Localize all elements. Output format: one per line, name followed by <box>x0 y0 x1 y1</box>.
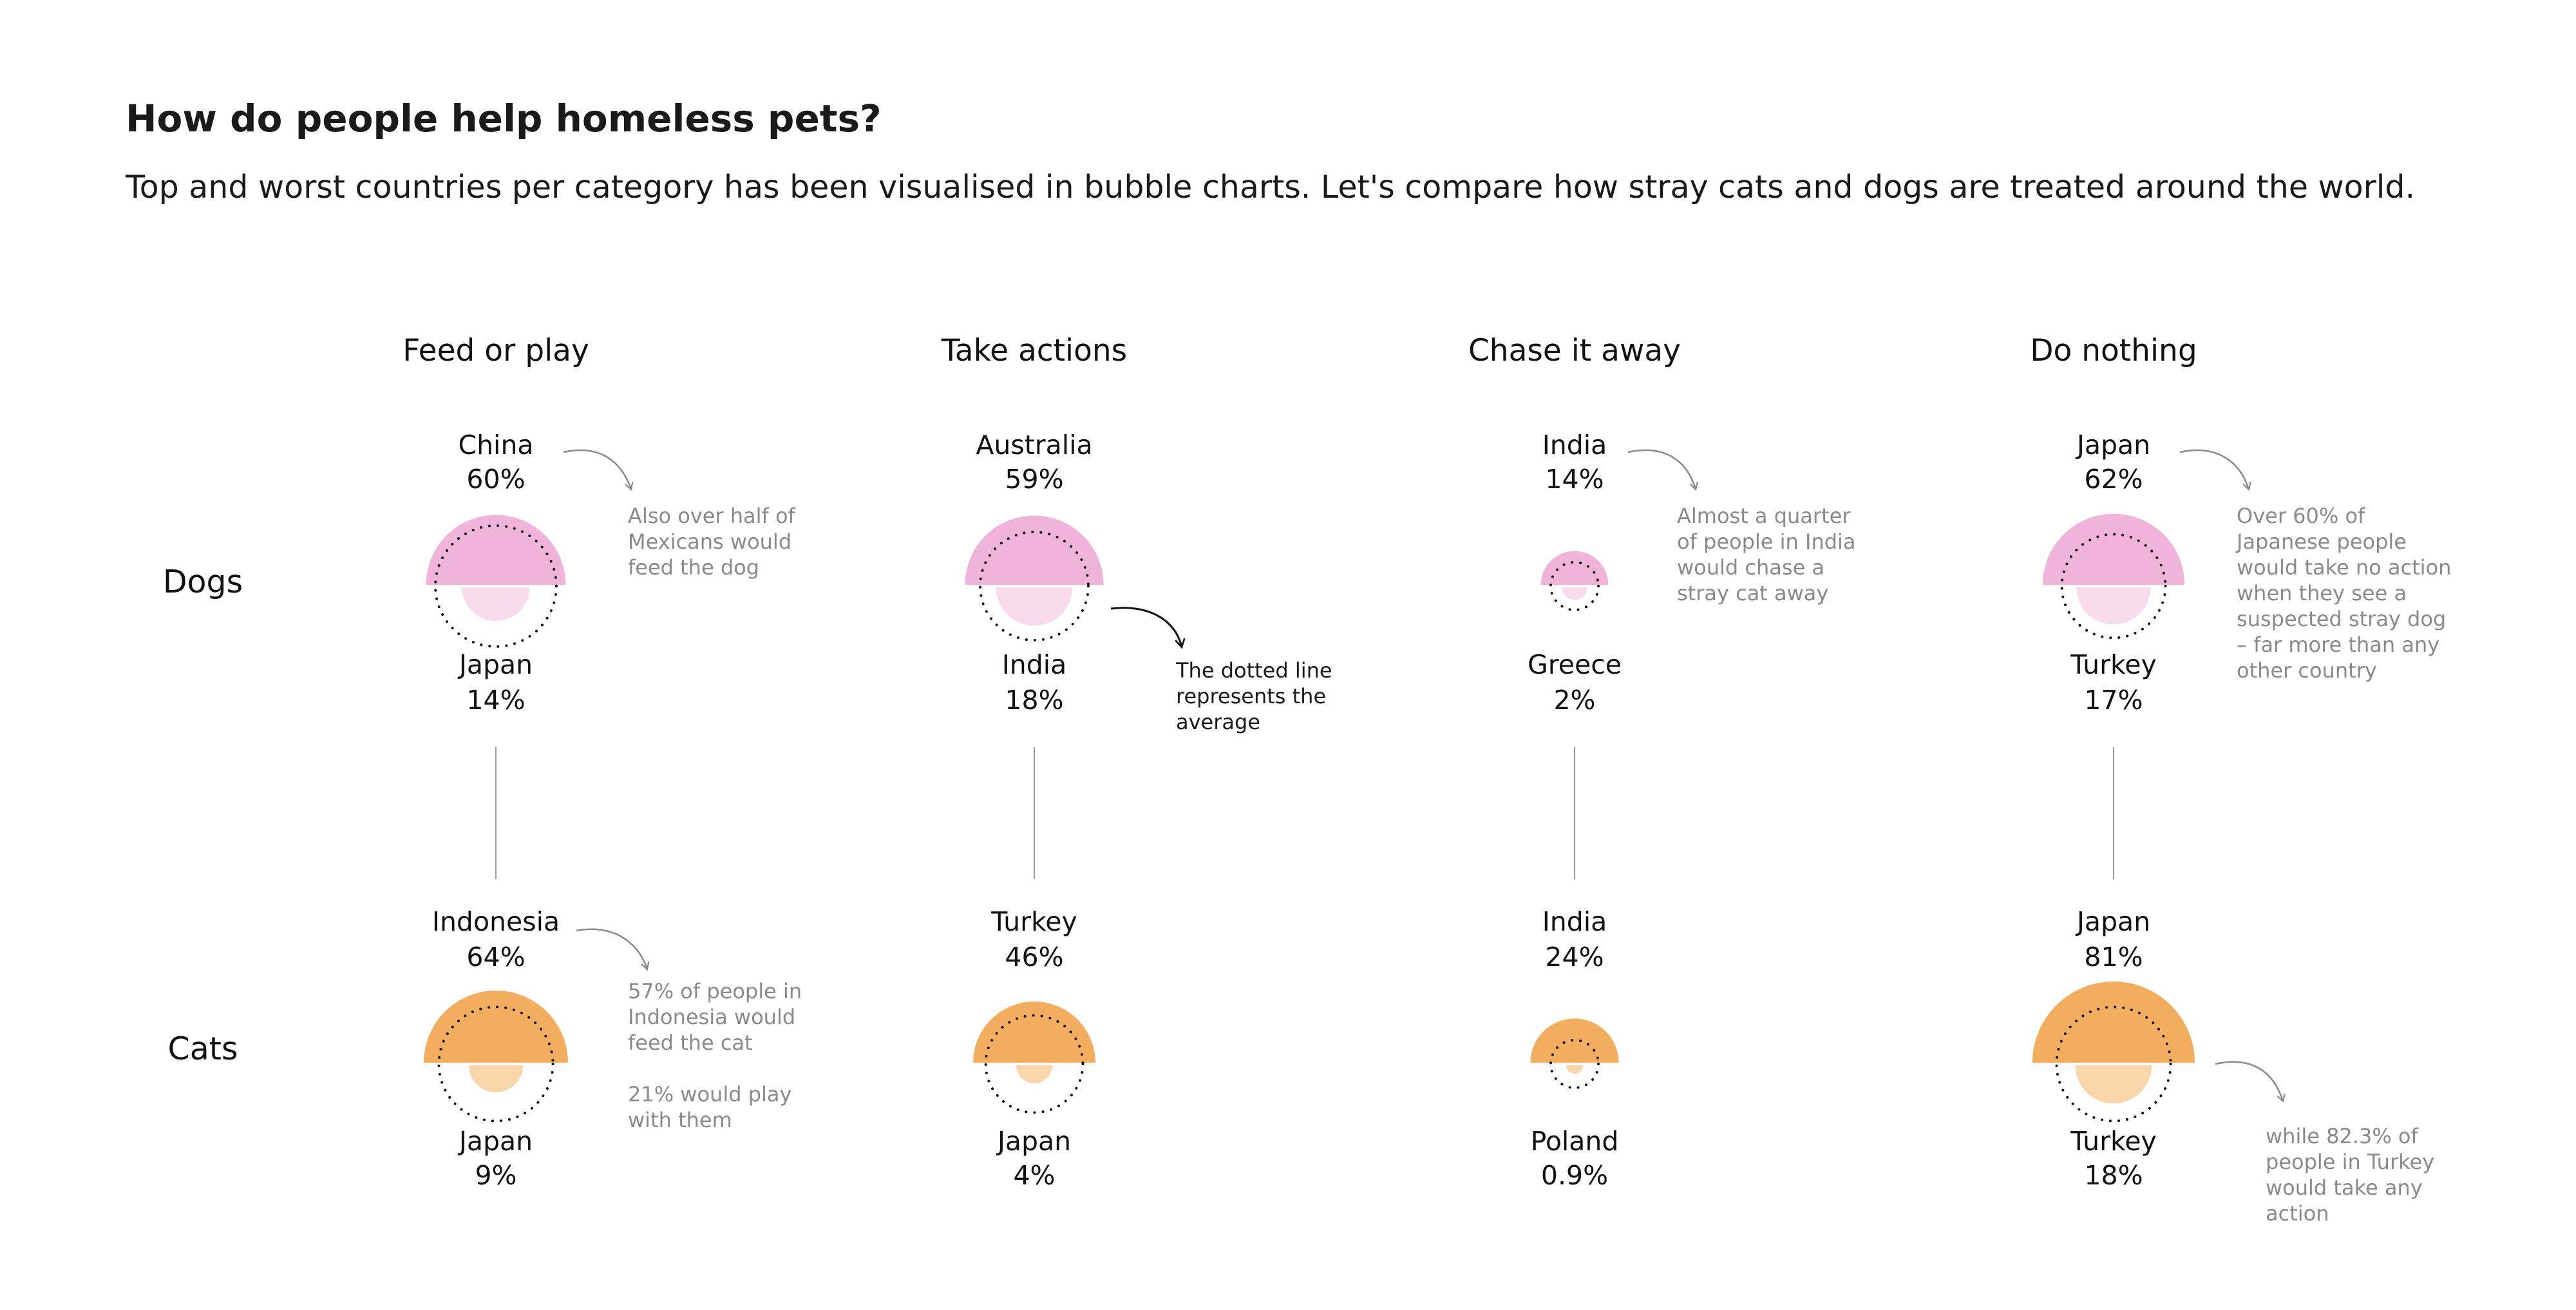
bottom-value-cats-chase-it-away: 0.9% <box>1541 1160 1608 1191</box>
top-value-dogs-take-actions: 59% <box>1005 464 1063 495</box>
top-country-cats-feed-or-play: Indonesia <box>432 906 560 937</box>
average-circle-dogs-chase-it-away <box>1549 560 1600 612</box>
annotation-line-dogs-do-nothing-4: suspected stray dog <box>2237 607 2446 631</box>
top-value-dogs-do-nothing: 62% <box>2084 464 2143 495</box>
bottom-value-cats-feed-or-play: 9% <box>475 1160 516 1191</box>
bottom-value-dogs-do-nothing: 17% <box>2084 685 2143 716</box>
bubble-top-cats-chase-it-away <box>1530 1018 1619 1063</box>
annotation-line-cats-feed-or-play-2: feed the cat <box>628 1030 753 1055</box>
average-circle-dogs-feed-or-play <box>434 524 558 648</box>
annotation-line-dogs-do-nothing-0: Over 60% of <box>2237 504 2365 528</box>
annotation-arrow-cats-feed-or-play <box>576 928 650 971</box>
top-country-cats-do-nothing: Japan <box>2075 906 2150 937</box>
annotation-line-cats-do-nothing-1: people in Turkey <box>2266 1150 2434 1174</box>
category-title-feed-or-play: Feed or play <box>402 333 589 368</box>
top-value-cats-take-actions: 46% <box>1005 942 1063 973</box>
row-label-dogs: Dogs <box>163 564 243 600</box>
annotation-arrow-dogs-chase-it-away <box>1627 449 1698 491</box>
bottom-country-cats-feed-or-play: Japan <box>457 1126 533 1157</box>
bubble-top-dogs-feed-or-play <box>426 515 566 585</box>
annotation-line-dogs-do-nothing-1: Japanese people <box>2235 529 2407 554</box>
bottom-value-dogs-feed-or-play: 14% <box>466 685 525 716</box>
annotation-line-cats-feed-or-play-5: with them <box>628 1108 732 1132</box>
average-circle-dogs-do-nothing <box>2060 533 2167 640</box>
bubble-bottom-dogs-do-nothing <box>2076 587 2151 625</box>
bubble-top-cats-do-nothing <box>2032 982 2195 1063</box>
average-circle-cats-take-actions <box>984 1014 1084 1114</box>
top-country-dogs-take-actions: Australia <box>976 430 1092 460</box>
bottom-country-cats-chase-it-away: Poland <box>1531 1126 1619 1157</box>
bubble-top-dogs-do-nothing <box>2042 513 2185 585</box>
annotation-line-cats-feed-or-play-0: 57% of people in <box>628 979 802 1003</box>
top-country-cats-take-actions: Turkey <box>990 906 1077 937</box>
average-circle-cats-feed-or-play <box>437 1005 554 1123</box>
bottom-country-cats-do-nothing: Turkey <box>2070 1126 2156 1157</box>
annotation-line-dogs-do-nothing-5: – far more than any <box>2237 632 2439 657</box>
annotation-line-cats-feed-or-play-4: 21% would play <box>628 1082 791 1106</box>
annotation-line-dogs-chase-it-away-2: would chase a <box>1677 555 1824 580</box>
top-value-cats-do-nothing: 81% <box>2084 942 2143 973</box>
annotation-line-cats-feed-or-play-1: Indonesia would <box>628 1005 795 1029</box>
annotation-line-cats-do-nothing-3: action <box>2266 1201 2329 1226</box>
annotation-line-dogs-do-nothing-6: other country <box>2237 658 2377 683</box>
annotation-line-cats-do-nothing-2: would take any <box>2266 1175 2423 1200</box>
bottom-country-dogs-take-actions: India <box>1002 649 1067 680</box>
annotation-line-dogs-feed-or-play-2: feed the dog <box>628 555 759 580</box>
bottom-value-dogs-chase-it-away: 2% <box>1553 685 1595 716</box>
bubble-bottom-dogs-feed-or-play <box>462 587 530 622</box>
bubble-bottom-cats-do-nothing <box>2075 1065 2152 1104</box>
annotation-arrow-dogs-feed-or-play <box>563 449 634 491</box>
bubble-bottom-cats-take-actions <box>1016 1065 1052 1083</box>
annotation-line-dogs-take-actions-1: represents the <box>1176 684 1326 708</box>
average-circle-cats-do-nothing <box>2055 1005 2172 1123</box>
annotation-line-dogs-chase-it-away-3: stray cat away <box>1677 581 1828 605</box>
annotation-line-dogs-chase-it-away-0: Almost a quarter <box>1677 504 1851 528</box>
bubble-bottom-cats-feed-or-play <box>469 1065 523 1092</box>
annotation-line-dogs-do-nothing-2: would take no action <box>2237 555 2451 580</box>
annotation-line-dogs-take-actions-2: average <box>1176 710 1260 734</box>
bottom-country-dogs-do-nothing: Turkey <box>2070 649 2156 680</box>
annotation-line-dogs-feed-or-play-1: Mexicans would <box>628 529 791 554</box>
bottom-country-dogs-feed-or-play: Japan <box>457 649 533 680</box>
top-country-dogs-feed-or-play: China <box>458 430 533 460</box>
average-circle-dogs-take-actions <box>979 531 1090 641</box>
bubble-bottom-cats-chase-it-away <box>1566 1065 1584 1074</box>
top-value-dogs-feed-or-play: 60% <box>466 464 525 495</box>
chart-title: How do people help homeless pets? <box>126 97 882 140</box>
category-title-take-actions: Take actions <box>941 333 1127 368</box>
annotation-arrow-dogs-do-nothing <box>2179 449 2251 491</box>
bottom-country-dogs-chase-it-away: Greece <box>1528 649 1622 680</box>
bottom-country-cats-take-actions: Japan <box>996 1126 1071 1157</box>
top-value-cats-feed-or-play: 64% <box>466 942 525 973</box>
average-circle-cats-chase-it-away <box>1549 1038 1600 1090</box>
bubble-top-cats-feed-or-play <box>424 991 568 1063</box>
bottom-value-dogs-take-actions: 18% <box>1005 685 1063 716</box>
top-country-cats-chase-it-away: India <box>1542 906 1607 937</box>
bottom-value-cats-take-actions: 4% <box>1013 1160 1055 1191</box>
top-country-dogs-do-nothing: Japan <box>2075 430 2150 460</box>
bottom-value-cats-do-nothing: 18% <box>2084 1160 2143 1191</box>
bubble-bottom-dogs-chase-it-away <box>1562 587 1587 600</box>
top-value-cats-chase-it-away: 24% <box>1545 942 1604 973</box>
annotation-line-dogs-feed-or-play-0: Also over half of <box>628 504 796 528</box>
category-title-do-nothing: Do nothing <box>2030 333 2197 368</box>
annotation-line-dogs-take-actions-0: The dotted line <box>1175 658 1332 683</box>
annotation-line-dogs-chase-it-away-1: of people in India <box>1677 529 1856 554</box>
top-value-dogs-chase-it-away: 14% <box>1545 464 1604 495</box>
row-label-cats: Cats <box>168 1030 238 1067</box>
bubble-top-dogs-chase-it-away <box>1540 551 1609 585</box>
top-country-dogs-chase-it-away: India <box>1542 430 1607 460</box>
annotation-arrow-cats-do-nothing <box>2215 1061 2286 1103</box>
annotation-arrow-dogs-take-actions <box>1110 607 1186 649</box>
annotation-line-dogs-do-nothing-3: when they see a <box>2237 581 2407 605</box>
annotation-line-cats-do-nothing-0: while 82.3% of <box>2266 1124 2419 1148</box>
category-title-chase-it-away: Chase it away <box>1468 333 1681 368</box>
bubble-bottom-dogs-take-actions <box>996 587 1073 626</box>
bubble-top-cats-take-actions <box>973 1001 1095 1063</box>
bubble-top-dogs-take-actions <box>965 515 1104 585</box>
chart-subtitle: Top and worst countries per category has… <box>126 169 2416 205</box>
